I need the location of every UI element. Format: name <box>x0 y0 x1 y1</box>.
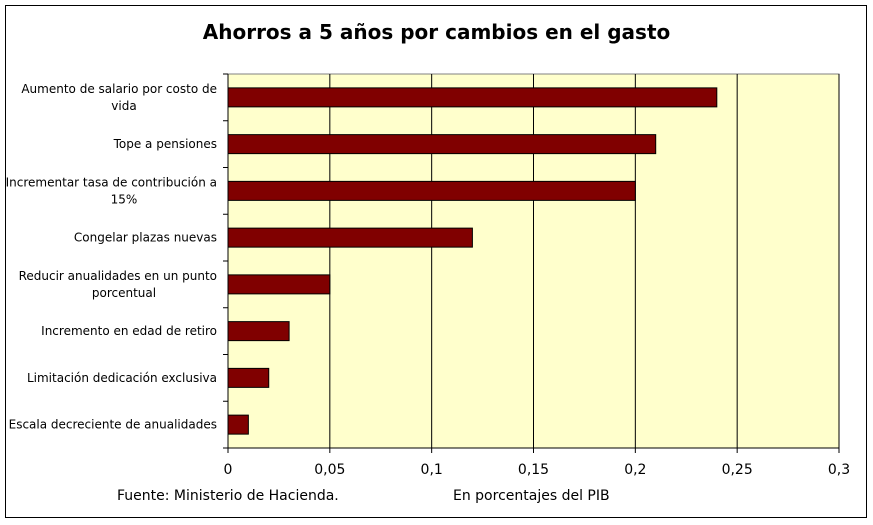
category-label: Congelar plazas nuevas <box>74 231 217 245</box>
category-label: Tope a pensiones <box>113 137 217 151</box>
x-tick-label: 0,3 <box>828 462 850 478</box>
bar <box>227 321 290 342</box>
bar <box>227 227 473 248</box>
bar <box>227 87 718 108</box>
source-note: Fuente: Ministerio de Hacienda. <box>117 488 339 504</box>
chart-frame <box>5 5 867 518</box>
category-label: 15% <box>111 192 138 206</box>
category-label: Incrementar tasa de contribución a <box>6 175 217 189</box>
category-label: Escala decreciente de anualidades <box>9 418 217 432</box>
bar <box>227 274 331 295</box>
bar <box>227 180 636 201</box>
bar <box>227 414 249 435</box>
category-label: Incremento en edad de retiro <box>41 324 217 338</box>
category-label: Reducir anualidades en un punto <box>19 269 217 283</box>
x-tick-label: 0,1 <box>421 462 443 478</box>
category-label: vida <box>111 99 136 113</box>
bar <box>227 134 657 155</box>
category-label: Aumento de salario por costo de <box>21 82 217 96</box>
x-tick-label: 0,2 <box>624 462 646 478</box>
x-tick-label: 0,25 <box>722 462 753 478</box>
x-tick-label: 0,05 <box>314 462 345 478</box>
x-tick-label: 0,15 <box>518 462 549 478</box>
x-axis-label: En porcentajes del PIB <box>453 488 610 504</box>
bar <box>227 367 270 388</box>
category-label: porcentual <box>92 286 156 300</box>
category-label: Limitación dedicación exclusiva <box>27 371 217 385</box>
chart-title: Ahorros a 5 años por cambios en el gasto <box>202 20 671 44</box>
x-tick-label: 0 <box>224 462 233 478</box>
